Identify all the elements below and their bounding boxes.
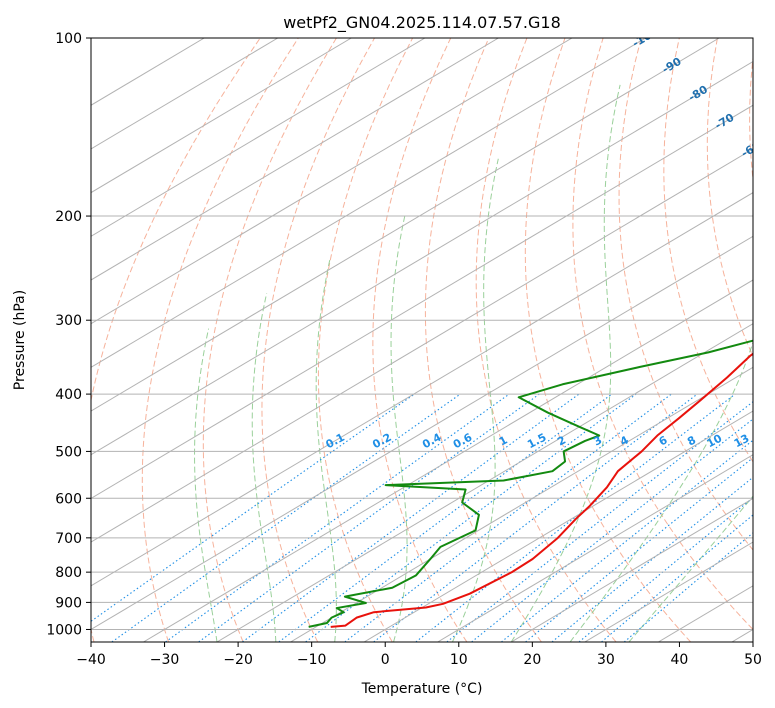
- isotherm-line: [91, 38, 720, 412]
- mixing-ratio-line: [278, 393, 613, 642]
- chart-title: wetPf2_GN04.2025.114.07.57.G18: [283, 13, 561, 33]
- mixing-ratio-label: 1: [497, 433, 510, 448]
- moist-adiabat: [451, 158, 499, 642]
- x-tick-label: −10: [297, 652, 327, 668]
- x-tick-label: 10: [450, 652, 468, 668]
- y-tick-label: 600: [55, 491, 82, 507]
- moist-adiabat: [628, 495, 753, 642]
- moist-adiabat: [315, 257, 337, 642]
- dewpoint-profile: [308, 339, 753, 628]
- moist-adiabat: [390, 215, 408, 642]
- mixing-ratio-line: [578, 496, 753, 642]
- x-tick-label: 50: [744, 652, 762, 668]
- mixing-ratio-label: 0.4: [420, 430, 444, 451]
- isotherm-line: [91, 38, 499, 281]
- isotherm-line: [91, 38, 205, 106]
- mixing-ratio-line: [415, 393, 736, 642]
- mixing-ratio-line: [91, 393, 415, 622]
- mixing-ratio-line: [373, 393, 698, 642]
- x-tick-label: −40: [76, 652, 106, 668]
- isotherm-line: [91, 192, 753, 587]
- isotherm-line: [91, 60, 753, 456]
- isotherm-line: [91, 235, 753, 631]
- mixing-ratio-line: [471, 418, 753, 642]
- mixing-ratio-line: [165, 393, 510, 642]
- dry-adiabat: [524, 38, 692, 642]
- isotherm-label: -70: [713, 111, 737, 133]
- x-tick-label: −30: [150, 652, 180, 668]
- mixing-ratio-line: [198, 393, 540, 642]
- mixing-ratio-line: [446, 401, 753, 642]
- dry-adiabat: [706, 38, 753, 358]
- mixing-ratio-line: [242, 393, 580, 642]
- isotherm-label: -50: [765, 167, 775, 189]
- mixing-ratio-label: 0.1: [324, 431, 347, 452]
- mixing-ratio-label: 1.5: [525, 431, 548, 452]
- mixing-ratio-label: 0.2: [370, 431, 393, 452]
- x-tick-label: −20: [223, 652, 253, 668]
- mixing-ratio-label: 16: [754, 431, 774, 450]
- isotherm-line: [91, 38, 426, 237]
- isotherm-label: -80: [686, 83, 710, 105]
- dry-adiabat: [261, 38, 375, 642]
- dry-adiabat: [141, 38, 299, 642]
- x-axis-label: Temperature (°C): [361, 681, 483, 697]
- mixing-ratio-line: [525, 457, 753, 642]
- isotherm-label: -90: [660, 55, 684, 77]
- isotherm-line: [363, 410, 753, 642]
- isotherm-label: -60: [739, 139, 763, 161]
- isotherm-line: [437, 454, 753, 642]
- mixing-ratio-label: 10: [705, 432, 725, 451]
- x-tick-label: 30: [597, 652, 615, 668]
- dry-adiabat: [618, 38, 753, 551]
- temperature-profile: [330, 352, 753, 628]
- dry-adiabat: [572, 38, 753, 631]
- mixing-ratio-line: [501, 439, 753, 642]
- y-tick-label: 500: [55, 444, 82, 460]
- y-tick-label: 700: [55, 531, 82, 547]
- moist-adiabat: [251, 293, 277, 642]
- mixing-ratio-line: [111, 393, 461, 642]
- isotherm-line: [91, 38, 352, 194]
- dry-adiabat: [91, 38, 261, 642]
- isotherm-line: [91, 38, 573, 325]
- y-tick-label: 300: [55, 313, 82, 329]
- y-tick-label: 100: [55, 31, 82, 47]
- isotherm-line: [91, 148, 753, 543]
- y-tick-label: 900: [55, 595, 82, 611]
- y-tick-label: 1000: [46, 622, 82, 638]
- isotherm-line: [91, 104, 753, 499]
- x-tick-label: 40: [671, 652, 689, 668]
- x-tick-label: 20: [523, 652, 541, 668]
- isotherm-line: [143, 279, 753, 642]
- isotherm-line: [290, 366, 753, 642]
- mixing-ratio-label: 6: [657, 433, 670, 448]
- isotherm-line: [216, 323, 753, 642]
- y-tick-label: 400: [55, 387, 82, 403]
- y-tick-label: 800: [55, 565, 82, 581]
- x-tick-label: 0: [381, 652, 390, 668]
- mixing-ratio-line: [344, 393, 672, 642]
- dry-adiabat: [372, 38, 468, 642]
- plot-frame: [90, 37, 754, 643]
- moist-adiabat: [569, 340, 753, 642]
- dry-adiabat: [475, 38, 617, 642]
- y-tick-label: 200: [55, 209, 82, 225]
- moist-adiabat: [510, 84, 621, 642]
- y-axis-label: Pressure (hPa): [12, 290, 28, 390]
- mixing-ratio-label: 13: [732, 432, 752, 451]
- moist-adiabat: [194, 328, 218, 642]
- mixing-ratio-line: [601, 514, 753, 642]
- isotherm-line: [91, 38, 279, 150]
- isotherm-line: [91, 38, 646, 368]
- mixing-ratio-label: 2: [555, 433, 568, 448]
- isotherm-line: [510, 497, 753, 642]
